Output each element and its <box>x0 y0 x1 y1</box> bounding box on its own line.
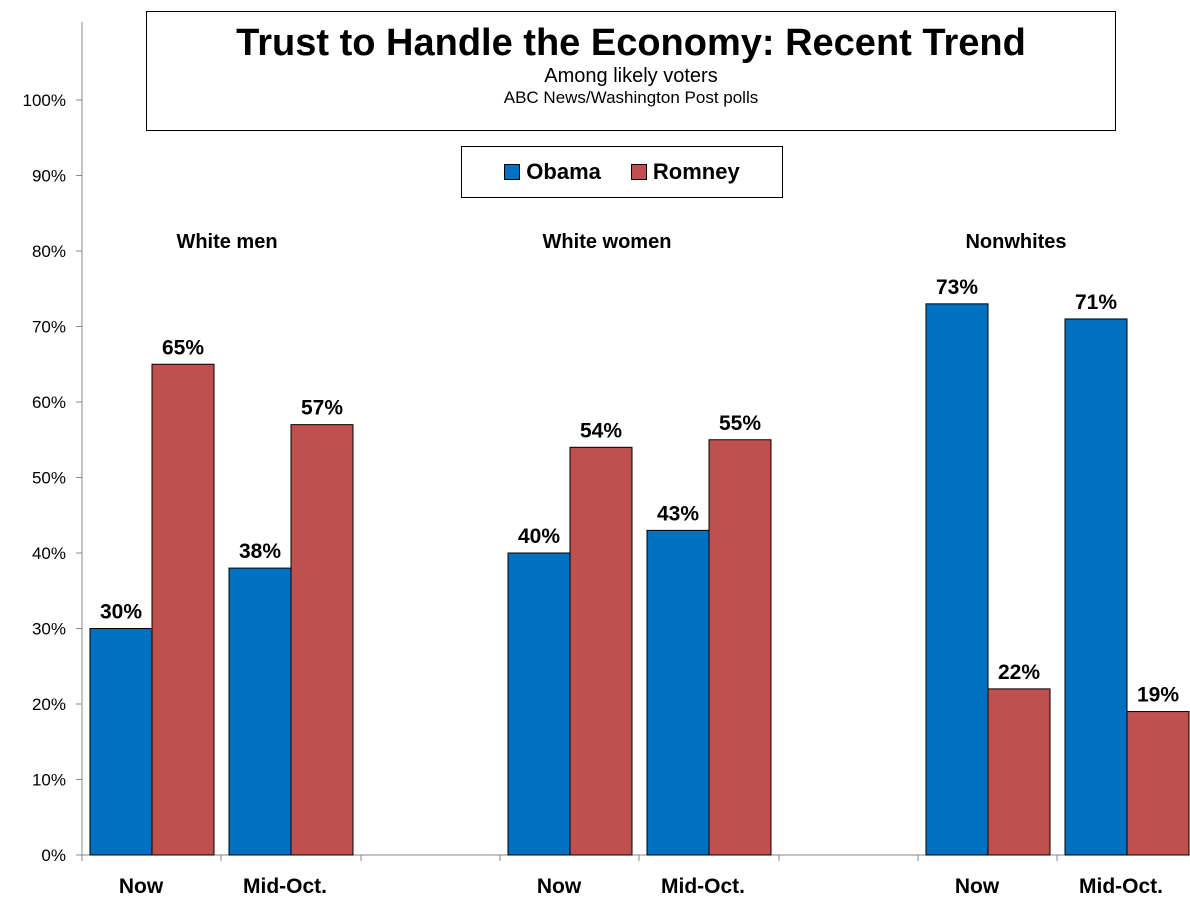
group-label: Nonwhites <box>965 231 1066 253</box>
data-label: 65% <box>162 336 204 359</box>
y-tick-label: 40% <box>32 544 66 563</box>
data-labels: 30% 65% 38% 57% 40% 54% 43% 55% 73% 22% 71% 19% <box>100 276 1179 707</box>
bar-romney-3 <box>708 439 772 856</box>
y-tick-label: 80% <box>32 242 66 261</box>
data-label: 38% <box>239 540 281 563</box>
data-label: 55% <box>719 412 761 435</box>
y-tick-label: 0% <box>41 846 66 865</box>
y-tick-label: 60% <box>32 393 66 412</box>
y-tick-label: 90% <box>32 167 66 186</box>
y-tick-label: 20% <box>32 695 66 714</box>
data-label: 43% <box>657 502 699 525</box>
bar-romney-1 <box>290 424 354 856</box>
bar-obama-2 <box>507 552 571 856</box>
x-tick-label: Mid-Oct. <box>661 875 745 898</box>
y-tick-label: 100% <box>23 91 66 110</box>
group-label: White men <box>176 231 277 253</box>
x-tick-label: Mid-Oct. <box>1079 875 1163 898</box>
data-label: 71% <box>1075 291 1117 314</box>
bar-obama-3 <box>646 529 710 856</box>
bar-obama-5 <box>1064 318 1128 856</box>
data-label: 54% <box>580 419 622 442</box>
x-tick-label: Now <box>537 875 582 898</box>
chart-title: Trust to Handle the Economy: Recent Tren… <box>236 22 1026 64</box>
legend: Obama Romney <box>461 146 783 198</box>
y-tick-label: 70% <box>32 318 66 337</box>
x-tick-label: Mid-Oct. <box>243 875 327 898</box>
title-box: Trust to Handle the Economy: Recent Tren… <box>146 11 1116 131</box>
chart-source: ABC News/Washington Post polls <box>503 88 759 107</box>
bar-romney-2 <box>569 446 633 856</box>
data-label: 73% <box>936 276 978 299</box>
x-tick-label: Now <box>119 875 164 898</box>
data-label: 40% <box>518 525 560 548</box>
legend-swatch-obama <box>504 164 521 180</box>
legend-label-romney: Romney <box>652 159 740 184</box>
y-tick-label: 30% <box>32 620 66 639</box>
data-label: 22% <box>998 661 1040 684</box>
bar-romney-4 <box>987 688 1051 856</box>
bars <box>89 303 1190 856</box>
bar-obama-0 <box>89 628 153 856</box>
legend-swatch-romney <box>630 164 647 180</box>
data-label: 57% <box>301 397 343 420</box>
data-label: 19% <box>1137 684 1179 707</box>
bar-romney-0 <box>151 363 215 856</box>
legend-label-obama: Obama <box>526 159 601 184</box>
y-tick-label: 10% <box>32 771 66 790</box>
x-tick-label: Now <box>955 875 1000 898</box>
y-tick-label: 50% <box>32 469 66 488</box>
bar-romney-5 <box>1126 711 1190 856</box>
chart-subtitle: Among likely voters <box>544 65 718 87</box>
data-label: 30% <box>100 601 142 624</box>
bar-obama-4 <box>925 303 989 856</box>
bar-obama-1 <box>228 567 292 856</box>
legend-item-romney: Romney <box>630 159 740 185</box>
legend-item-obama: Obama <box>504 159 601 185</box>
group-label: White women <box>543 231 672 253</box>
